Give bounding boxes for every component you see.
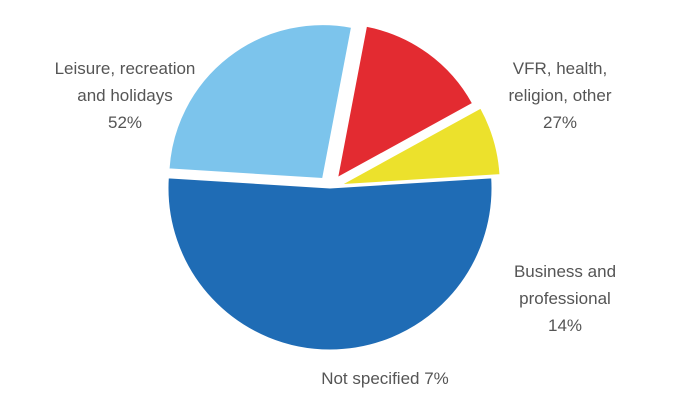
pie-slice-vfr: [168, 24, 353, 180]
pie-slice-leisure: [167, 177, 493, 351]
slice-label-not-specified-percent: 7%: [424, 369, 449, 388]
slice-label-leisure-percent: 52%: [107, 113, 143, 132]
slice-label-vfr: VFR, health, religion, other 27%: [470, 55, 650, 136]
slice-label-business-line-1: Business and: [513, 262, 617, 281]
slice-label-business: Business and professional 14%: [480, 258, 650, 339]
slice-label-business-percent: 14%: [547, 316, 583, 335]
slice-label-not-specified-line-1: Not specified: [321, 369, 425, 388]
slice-label-business-line-2: professional: [519, 289, 611, 308]
slice-label-leisure-line-2: and holidays: [77, 86, 173, 105]
slice-label-vfr-line-1: VFR, health,: [512, 59, 608, 78]
pie-slice-business: [336, 25, 474, 179]
slice-label-vfr-line-2: religion, other: [508, 86, 612, 105]
slice-label-leisure: Leisure, recreation and holidays 52%: [20, 55, 230, 136]
slice-label-leisure-line-1: Leisure, recreation: [54, 59, 196, 78]
slice-label-vfr-percent: 27%: [542, 113, 578, 132]
slice-label-not-specified: Not specified 7%: [290, 365, 480, 392]
pie-slice-not-specified: [341, 107, 501, 186]
